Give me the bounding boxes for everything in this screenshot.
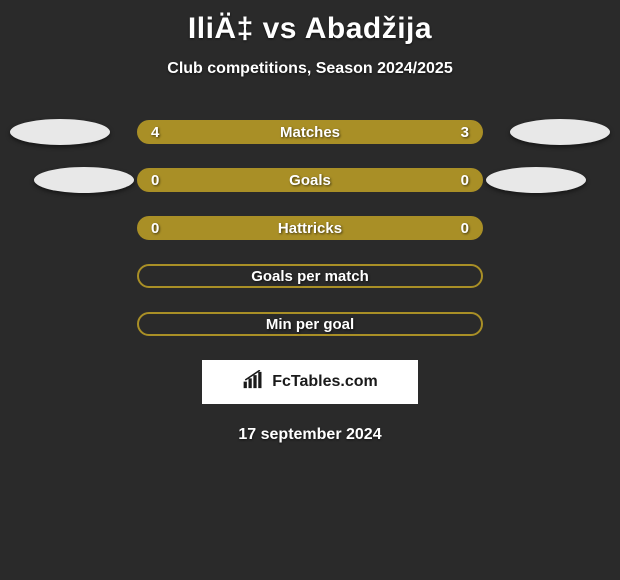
chart-icon (242, 370, 268, 395)
player1-ellipse (10, 119, 110, 145)
stat-label: Goals per match (251, 268, 369, 285)
stat-left-value: 4 (151, 124, 159, 141)
stat-row-matches: 4 Matches 3 (0, 120, 620, 144)
stat-row-hattricks: 0 Hattricks 0 (0, 216, 620, 240)
stat-pill: 0 Goals 0 (137, 168, 483, 192)
stat-right-value: 0 (461, 220, 469, 237)
stat-pill: 4 Matches 3 (137, 120, 483, 144)
stat-label: Goals (289, 172, 331, 189)
stat-row-gpm: Goals per match (0, 264, 620, 288)
stat-label: Hattricks (278, 220, 342, 237)
stat-right-value: 0 (461, 172, 469, 189)
branding-name: FcTables.com (272, 373, 378, 391)
stat-pill: Goals per match (137, 264, 483, 288)
branding-box: FcTables.com (202, 360, 418, 404)
stat-left-value: 0 (151, 220, 159, 237)
player1-ellipse (34, 167, 134, 193)
stat-left-value: 0 (151, 172, 159, 189)
player2-ellipse (510, 119, 610, 145)
stat-pill: 0 Hattricks 0 (137, 216, 483, 240)
stat-label: Min per goal (266, 316, 354, 333)
stat-row-mpg: Min per goal (0, 312, 620, 336)
stat-label: Matches (280, 124, 340, 141)
footer-date: 17 september 2024 (238, 426, 381, 444)
stats-container: 4 Matches 3 0 Goals 0 0 Hattricks 0 Goal… (0, 120, 620, 336)
page-title: IliÄ‡ vs Abadžija (188, 12, 432, 46)
player2-ellipse (486, 167, 586, 193)
stat-row-goals: 0 Goals 0 (0, 168, 620, 192)
page-subtitle: Club competitions, Season 2024/2025 (167, 60, 452, 78)
stat-right-value: 3 (461, 124, 469, 141)
stat-pill: Min per goal (137, 312, 483, 336)
